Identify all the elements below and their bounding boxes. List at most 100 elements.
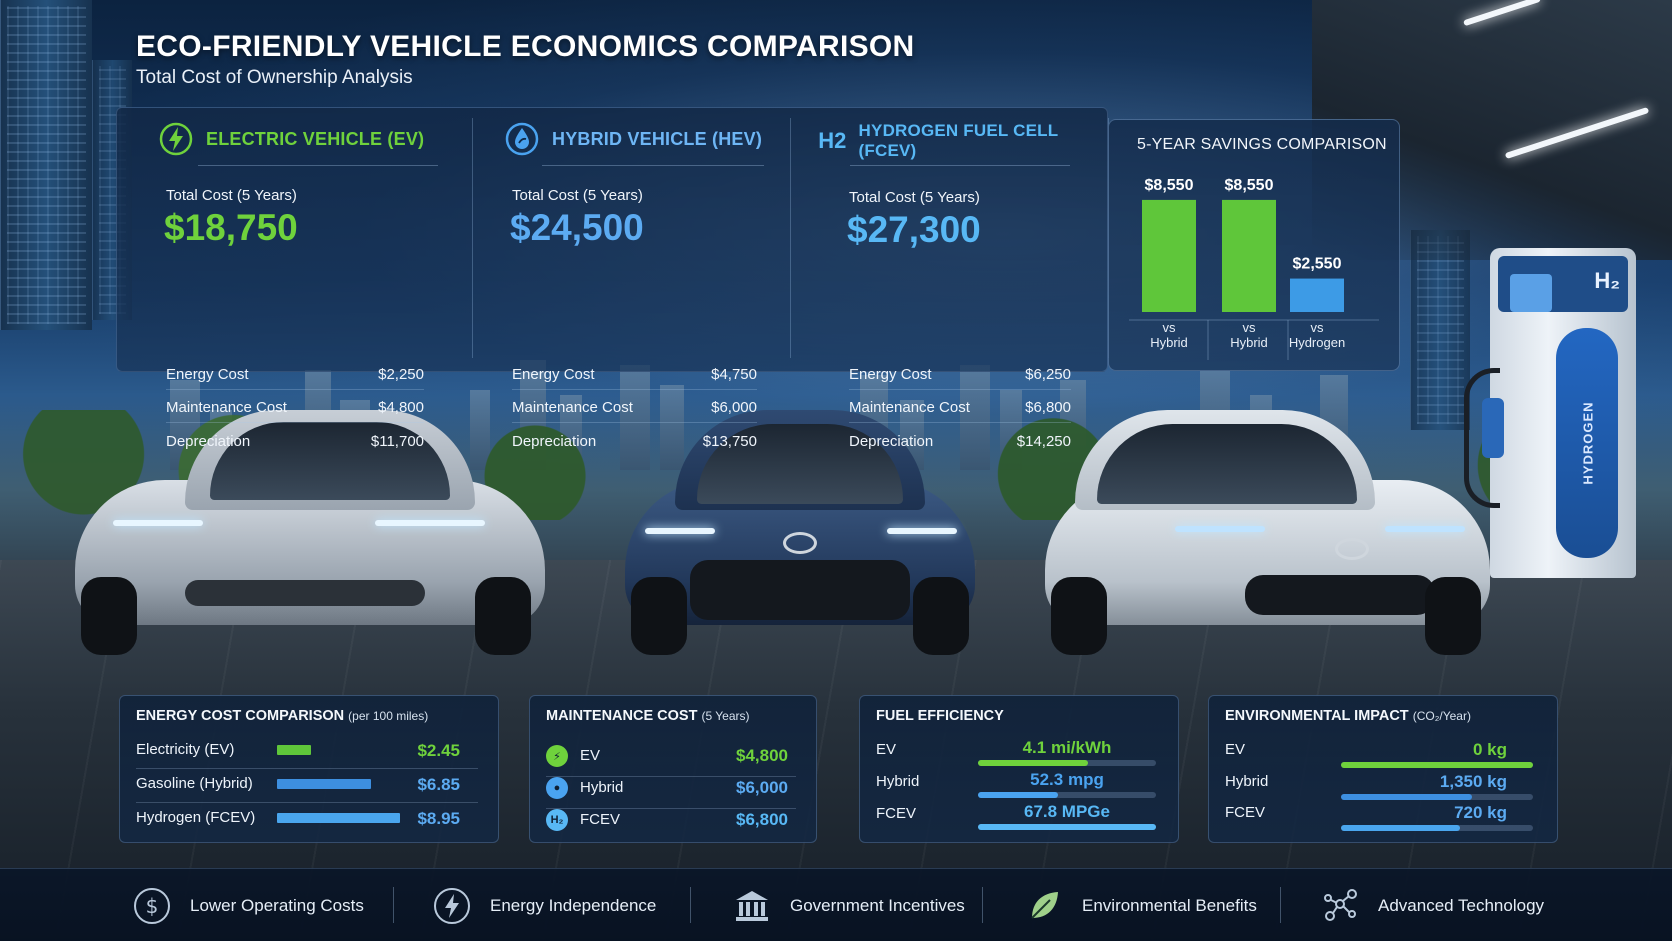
fcev-energy-row: Energy Cost $6,250: [849, 360, 1071, 390]
fuel-efficiency-value: 67.8 MPGe: [1024, 802, 1110, 821]
vehicle-cost-panel: [116, 107, 1108, 372]
fuel-efficiency-bar: [978, 824, 1156, 830]
drop-leaf-icon: [504, 121, 540, 157]
maintenance-title: MAINTENANCE COST: [546, 708, 698, 724]
maint-fcev-label: FCEV: [580, 811, 621, 828]
maint-hybrid-value: $6,000: [736, 778, 788, 797]
savings-category-label: Hybrid: [1230, 335, 1268, 350]
hybrid-car: [625, 410, 975, 655]
savings-category-label: Hydrogen: [1289, 335, 1345, 350]
energy-cost-title: ENERGY COST COMPARISON: [136, 708, 345, 724]
environment-title: ENVIRONMENTAL IMPACT: [1225, 708, 1409, 724]
hybrid-energy-row: Energy Cost $4,750: [512, 360, 757, 390]
environment-bar: [1341, 762, 1533, 768]
savings-chart: $8,550vsHybrid$8,550vsHybrid$2,550vsHydr…: [1129, 177, 1379, 360]
savings-value-label: $2,550: [1293, 256, 1342, 273]
environment-bar: [1341, 825, 1460, 831]
energy-cost-category: Gasoline (Hybrid): [136, 775, 253, 792]
ev-car: [75, 410, 545, 655]
savings-chart-title: 5-YEAR SAVINGS COMPARISON: [1137, 136, 1387, 153]
footer-item-environment: Environmental Benefits: [1024, 869, 1257, 941]
ev-name: ELECTRIC VEHICLE (EV): [206, 128, 425, 149]
fcev-name: HYDROGEN FUEL CELL (FCEV): [858, 121, 1058, 160]
page-title: ECO-FRIENDLY VEHICLE ECONOMICS COMPARISO…: [136, 30, 915, 63]
maintenance-panel: MAINTENANCE COST (5 Years) ⚡ EV $4,800 ●…: [529, 695, 817, 843]
ev-maintenance-row: Maintenance Cost $4,800: [166, 393, 424, 423]
savings-bar: [1290, 278, 1344, 312]
hybrid-maintenance-row: Maintenance Cost $6,000: [512, 393, 757, 423]
bolt-icon: [158, 121, 194, 157]
bolt-icon: [434, 887, 470, 924]
fcev-car: [1045, 410, 1490, 655]
maint-ev-label: EV: [580, 747, 601, 764]
maint-ev-value: $4,800: [736, 746, 788, 765]
station-label: HYDROGEN: [1580, 401, 1596, 485]
svg-text:$: $: [146, 894, 159, 918]
environment-bar: [1341, 794, 1472, 800]
savings-category-label: Hybrid: [1150, 335, 1188, 350]
h2-icon: H₂: [546, 809, 568, 831]
energy-cost-value: $2.45: [417, 741, 460, 760]
ev-total-value: $18,750: [164, 207, 298, 248]
fuel-efficiency-bar: [978, 792, 1058, 798]
fuel-efficiency-bar: [978, 760, 1088, 766]
footer-item-incentives: Government Incentives: [732, 869, 965, 941]
fuel-efficiency-title: FUEL EFFICIENCY: [876, 708, 1004, 724]
bolt-icon: ⚡: [546, 745, 568, 767]
savings-value-label: $8,550: [1145, 177, 1194, 194]
environment-value: 720 kg: [1454, 803, 1507, 822]
energy-cost-panel: ENERGY COST COMPARISON (per 100 miles) E…: [119, 695, 499, 843]
left-tower: [0, 0, 92, 330]
energy-cost-value: $6.85: [417, 775, 460, 794]
energy-cost-category: Electricity (EV): [136, 741, 235, 758]
hybrid-name: HYBRID VEHICLE (HEV): [552, 128, 763, 149]
ev-energy-row: Energy Cost $2,250: [166, 360, 424, 390]
ev-depreciation-row: Depreciation $11,700: [166, 432, 424, 450]
environment-value: 0 kg: [1472, 740, 1507, 759]
station-h2-label: H₂: [1594, 268, 1620, 293]
environment-category: FCEV: [1225, 804, 1266, 821]
fcev-total-value: $27,300: [847, 209, 981, 250]
fcev-depreciation-row: Depreciation $14,250: [849, 432, 1071, 450]
hybrid-total-label: Total Cost (5 Years): [512, 187, 643, 204]
hybrid-card: HYBRID VEHICLE (HEV) Total Cost (5 Years…: [462, 107, 792, 450]
drop-icon: ●: [546, 777, 568, 799]
fuel-efficiency-value: 4.1 mi/kWh: [1022, 738, 1112, 757]
environment-note: (CO₂/Year): [1412, 709, 1471, 723]
savings-category-label: vs: [1243, 320, 1257, 335]
right-tower: [1410, 230, 1470, 430]
savings-category-label: vs: [1311, 320, 1325, 335]
fuel-efficiency-label: EV: [876, 741, 897, 758]
energy-cost-bar: [277, 745, 311, 755]
savings-bar: [1142, 199, 1196, 312]
maint-hybrid-label: Hybrid: [580, 779, 624, 796]
footer-item-independence: Energy Independence: [432, 869, 656, 941]
fuel-efficiency-label: FCEV: [876, 805, 917, 822]
hybrid-depreciation-row: Depreciation $13,750: [512, 432, 757, 450]
footer-item-costs: $ Lower Operating Costs: [132, 869, 364, 941]
hydrogen-station: H₂ HYDROGEN: [1464, 248, 1636, 578]
fuel-efficiency-label: Hybrid: [876, 773, 920, 790]
network-icon: [1324, 888, 1357, 921]
dollar-icon: $: [134, 887, 170, 924]
savings-bar: [1222, 199, 1276, 312]
energy-cost-bar: [277, 779, 371, 789]
page-subtitle: Total Cost of Ownership Analysis: [136, 67, 413, 88]
maint-fcev-value: $6,800: [736, 810, 788, 829]
maintenance-note: (5 Years): [701, 709, 750, 723]
energy-cost-bar: [277, 813, 400, 823]
fuel-efficiency-track: [978, 792, 1156, 798]
energy-cost-value: $8.95: [417, 809, 460, 828]
fcev-card: H2 HYDROGEN FUEL CELL (FCEV) Total Cost …: [790, 107, 1108, 450]
fuel-efficiency-panel: FUEL EFFICIENCY EV 4.1 mi/kWh Hybrid 52.3 m…: [859, 695, 1179, 843]
hybrid-total-value: $24,500: [510, 207, 644, 248]
energy-cost-note: (per 100 miles): [348, 709, 429, 723]
bank-icon: [736, 890, 768, 921]
fcev-total-label: Total Cost (5 Years): [849, 189, 980, 206]
leaf-icon: [1031, 891, 1058, 919]
environment-category: Hybrid: [1225, 773, 1269, 790]
savings-value-label: $8,550: [1225, 177, 1274, 194]
footer-item-technology: Advanced Technology: [1320, 869, 1544, 941]
environment-category: EV: [1225, 741, 1246, 758]
benefits-footer: $ Lower Operating Costs Energy Independe…: [0, 868, 1672, 941]
